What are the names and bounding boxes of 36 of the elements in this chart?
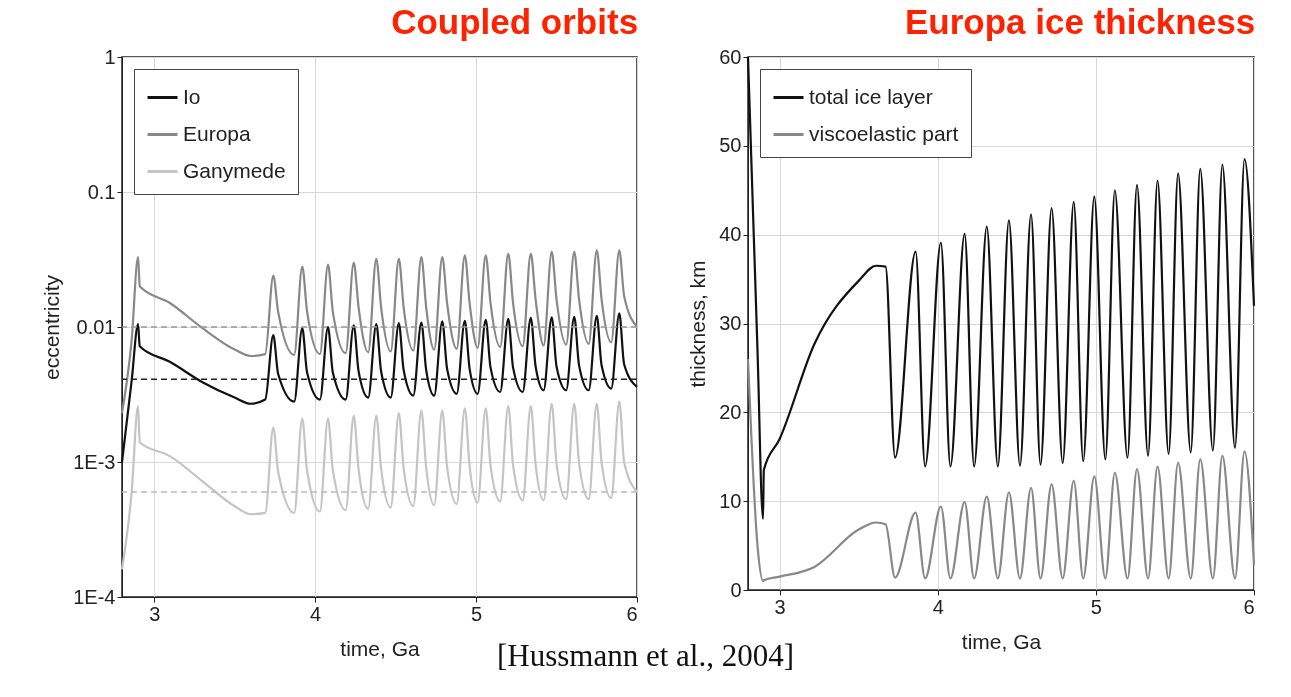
y-tick-label: 1 (104, 45, 116, 68)
y-tick-label: 1E-3 (73, 450, 116, 473)
y-tick-label: 20 (719, 400, 742, 423)
y-tick-label: 30 (719, 312, 742, 334)
legend-label: Ganymede (183, 158, 286, 182)
legend-label: Europa (183, 121, 252, 145)
line-series (746, 357, 1256, 583)
y-tick-label: 0.1 (87, 180, 116, 203)
legend-label: total ice layer (809, 84, 933, 108)
x-tick-label: 5 (471, 602, 483, 625)
y-tick-label: 40 (719, 223, 742, 246)
x-tick-label: 4 (310, 602, 322, 625)
legend-label: Io (183, 84, 201, 108)
x-axis-title: time, Ga (961, 629, 1042, 653)
y-tick-label: 60 (719, 45, 742, 68)
y-tick-label: 1E-4 (73, 585, 116, 608)
x-tick-label: 4 (932, 595, 944, 618)
x-tick-label: 6 (626, 602, 638, 625)
line-series (120, 312, 639, 464)
legend-label: viscoelastic part (809, 121, 959, 145)
text: [Hussmann et al., 2004] (496, 638, 795, 673)
y-tick-label: 0.01 (76, 315, 116, 338)
y-axis-title: thickness, km (686, 260, 710, 388)
line-series (120, 400, 639, 571)
x-axis-title: time, Ga (340, 636, 420, 660)
y-tick-label: 0 (730, 578, 742, 601)
chart-title: Coupled orbits (391, 2, 639, 41)
y-axis-title: eccentricity (40, 274, 64, 381)
x-tick-label: 5 (1090, 595, 1102, 618)
x-tick-label: 3 (774, 595, 786, 618)
line-series (120, 249, 639, 415)
x-tick-label: 6 (1243, 595, 1255, 618)
y-tick-label: 10 (719, 489, 742, 512)
chart-title: Europa ice thickness (904, 2, 1256, 41)
x-tick-label: 3 (149, 602, 161, 625)
y-tick-label: 50 (719, 134, 742, 157)
